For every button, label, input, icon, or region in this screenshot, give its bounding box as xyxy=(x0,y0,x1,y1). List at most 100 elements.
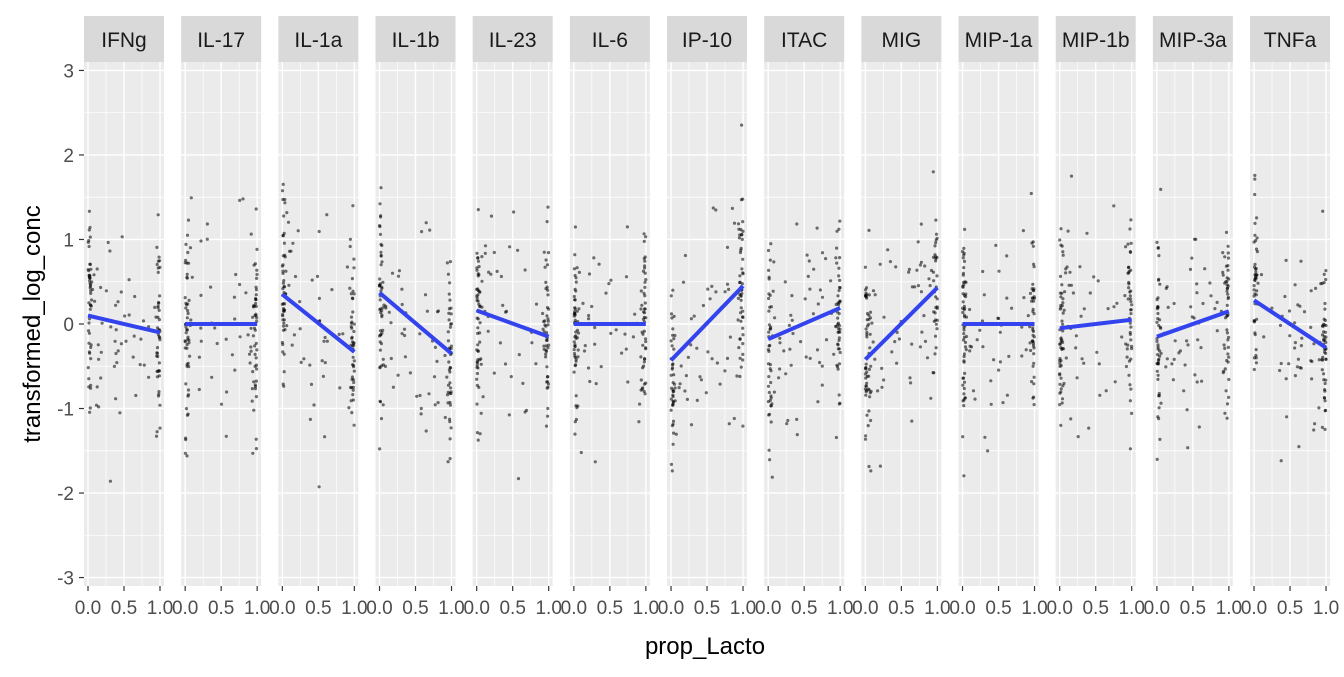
x-tick-label: 0.5 xyxy=(888,598,914,619)
scatter-point xyxy=(1173,339,1177,343)
scatter-point xyxy=(791,331,795,336)
scatter-point xyxy=(1095,350,1099,354)
scatter-point xyxy=(867,388,871,392)
scatter-point xyxy=(446,401,450,405)
scatter-point xyxy=(1310,377,1314,381)
scatter-point xyxy=(934,305,938,310)
scatter-point xyxy=(723,290,727,294)
scatter-point xyxy=(1293,341,1297,345)
scatter-point xyxy=(544,355,548,359)
scatter-point xyxy=(741,272,745,276)
scatter-point xyxy=(1128,447,1132,451)
scatter-point xyxy=(287,249,292,253)
scatter-point xyxy=(183,451,187,455)
scatter-point xyxy=(642,360,647,364)
scatter-point xyxy=(998,360,1003,364)
scatter-point xyxy=(587,317,591,321)
scatter-point xyxy=(504,310,508,314)
scatter-point xyxy=(402,327,407,331)
scatter-point xyxy=(805,253,809,257)
scatter-point xyxy=(573,298,577,302)
scatter-point xyxy=(481,395,485,399)
scatter-point xyxy=(141,319,146,323)
scatter-point xyxy=(1155,457,1159,461)
scatter-point xyxy=(673,386,677,390)
scatter-point xyxy=(379,254,383,258)
scatter-point xyxy=(157,318,161,322)
trend-line xyxy=(281,292,356,354)
scatter-point xyxy=(281,254,285,258)
scatter-point xyxy=(740,233,744,237)
scatter-point xyxy=(962,246,966,250)
x-tick-label: 1.0 xyxy=(827,598,853,619)
scatter-point xyxy=(449,392,453,396)
scatter-point xyxy=(155,245,159,249)
scatter-point xyxy=(281,318,285,322)
scatter-point xyxy=(447,368,451,372)
scatter-point xyxy=(575,309,579,313)
scatter-point xyxy=(448,403,453,407)
facet-strip xyxy=(1152,16,1233,62)
scatter-point xyxy=(1032,403,1036,407)
scatter-point xyxy=(769,242,773,246)
scatter-point xyxy=(1156,317,1160,321)
scatter-point xyxy=(483,251,487,255)
scatter-point xyxy=(546,382,551,386)
facet-panel-mip-1a: MIP-1a 0.0 0.5 1.0 xyxy=(949,16,1048,619)
scatter-point xyxy=(867,409,871,413)
scatter-point xyxy=(428,228,432,232)
scatter-point xyxy=(447,360,451,364)
scatter-point xyxy=(1124,245,1128,249)
scatter-point xyxy=(1005,393,1010,397)
scatter-point xyxy=(88,225,92,230)
scatter-point xyxy=(689,343,693,347)
scatter-point xyxy=(1128,250,1132,254)
x-tick-label: 0.0 xyxy=(1144,598,1170,619)
scatter-point xyxy=(1224,280,1228,284)
x-tick-label: 0.0 xyxy=(949,598,975,619)
scatter-point xyxy=(1061,322,1065,326)
scatter-point xyxy=(934,259,938,263)
scatter-point xyxy=(478,340,482,344)
scatter-point xyxy=(281,269,285,273)
scatter-point xyxy=(669,386,674,390)
scatter-point xyxy=(895,361,899,365)
scatter-point xyxy=(931,371,935,375)
scatter-point xyxy=(961,300,965,304)
scatter-point xyxy=(403,355,407,359)
scatter-point xyxy=(863,437,868,441)
x-tick-label: 0.5 xyxy=(985,598,1011,619)
scatter-point xyxy=(254,285,258,289)
scatter-point xyxy=(1032,299,1036,303)
scatter-point xyxy=(639,289,643,293)
scatter-point xyxy=(1031,240,1035,244)
scatter-point xyxy=(824,257,828,261)
scatter-point xyxy=(475,383,479,387)
facet-panel-mip-3a: MIP-3a 0.0 0.5 1.0 xyxy=(1144,16,1242,619)
scatter-point xyxy=(909,381,913,385)
scatter-point xyxy=(254,437,258,441)
scatter-point xyxy=(689,423,694,427)
scatter-point xyxy=(86,329,91,333)
scatter-point xyxy=(1061,250,1065,254)
scatter-point xyxy=(116,349,120,353)
scatter-point xyxy=(588,379,592,384)
scatter-point xyxy=(254,356,258,360)
scatter-point xyxy=(157,255,161,259)
scatter-point xyxy=(156,259,160,263)
scatter-point xyxy=(253,262,257,266)
scatter-point xyxy=(282,285,287,289)
scatter-point xyxy=(541,327,545,331)
scatter-point xyxy=(352,380,356,385)
scatter-point xyxy=(187,341,191,345)
scatter-point xyxy=(1156,347,1160,351)
scatter-point xyxy=(475,316,479,320)
scatter-point xyxy=(767,309,771,313)
scatter-point xyxy=(234,272,238,277)
scatter-point xyxy=(501,303,505,307)
scatter-point xyxy=(699,378,704,382)
scatter-point xyxy=(932,310,936,314)
scatter-point xyxy=(644,346,648,350)
scatter-point xyxy=(778,341,782,345)
x-tick-label: 0.0 xyxy=(852,598,878,619)
